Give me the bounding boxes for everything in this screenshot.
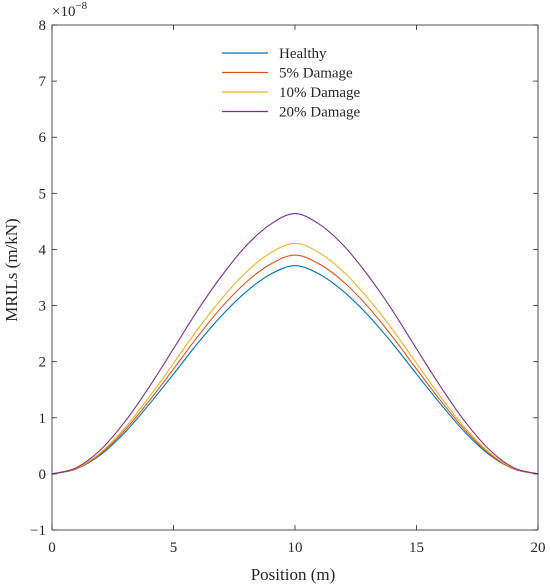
x-tick-label-4: 20 — [531, 540, 546, 556]
y-axis-label: MRILs (m/kN) — [2, 218, 21, 321]
y-tick-label-0: −1 — [30, 523, 46, 539]
y-tick-label-8: 7 — [39, 74, 47, 90]
x-tick-label-1: 5 — [170, 540, 178, 556]
y-tick-label-9: 8 — [39, 18, 47, 34]
y-exponent-base: ×10 — [52, 4, 75, 20]
y-tick-label-6: 5 — [39, 186, 47, 202]
x-tick-label-0: 0 — [48, 540, 56, 556]
series-line-3 — [51, 212, 539, 475]
series-line-1 — [51, 254, 539, 475]
x-axis-label: Position (m) — [251, 565, 336, 584]
legend-label-2: 10% Damage — [279, 85, 361, 101]
x-tick-label-3: 15 — [409, 540, 424, 556]
y-tick-label-3: 2 — [39, 355, 47, 371]
series-line-0 — [51, 265, 539, 475]
y-exponent-label: ×10−8 — [52, 0, 88, 20]
y-tick-label-7: 6 — [39, 130, 47, 146]
plot-area — [52, 25, 538, 530]
x-tick-label-2: 10 — [288, 540, 303, 556]
y-tick-label-5: 4 — [39, 242, 47, 258]
legend-label-0: Healthy — [279, 46, 327, 62]
series-line-2 — [51, 242, 539, 475]
legend-label-3: 20% Damage — [279, 105, 361, 121]
legend-label-1: 5% Damage — [279, 66, 353, 82]
y-exponent-power: −8 — [75, 0, 87, 12]
y-tick-label-2: 1 — [39, 411, 47, 427]
y-tick-label-1: 0 — [39, 467, 47, 483]
y-tick-label-4: 3 — [39, 299, 47, 315]
